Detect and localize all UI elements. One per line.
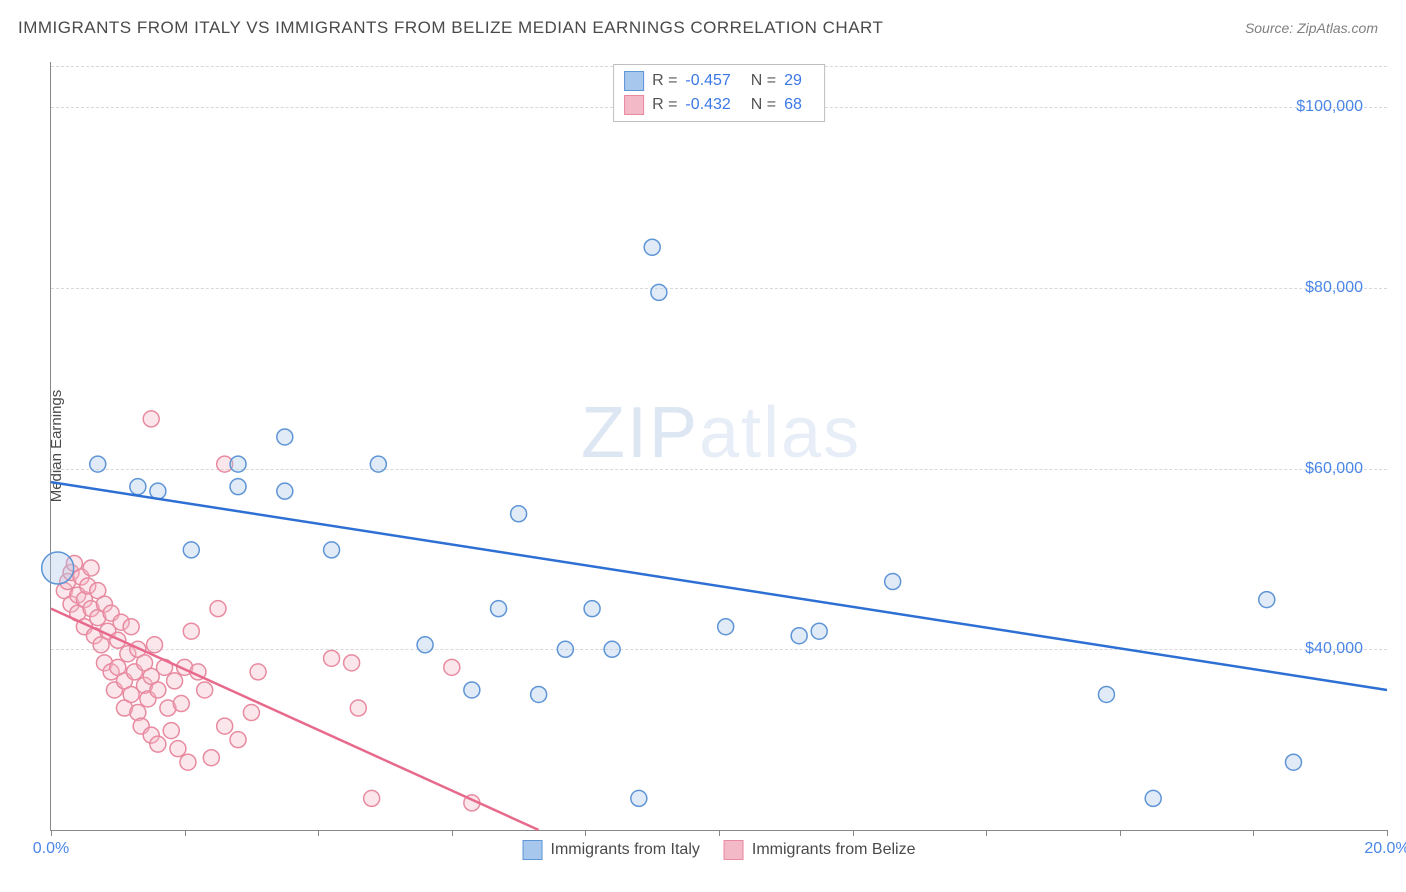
swatch-belize [624, 95, 644, 115]
bottom-legend: Immigrants from Italy Immigrants from Be… [523, 840, 916, 860]
legend-swatch-belize [724, 840, 744, 860]
scatter-plot [51, 62, 1387, 830]
chart-area: ZIPatlas $40,000$60,000$80,000$100,000 0… [50, 62, 1387, 831]
info-row-belize: R = -0.432 N = 68 [624, 93, 814, 117]
r-label: R = [652, 96, 677, 114]
chart-title: IMMIGRANTS FROM ITALY VS IMMIGRANTS FROM… [18, 18, 883, 38]
legend-item-italy: Immigrants from Italy [523, 840, 700, 860]
legend-label-belize: Immigrants from Belize [752, 841, 916, 859]
n-label: N = [751, 72, 776, 90]
r-label: R = [652, 72, 677, 90]
correlation-info-box: R = -0.457 N = 29 R = -0.432 N = 68 [613, 64, 825, 122]
info-row-italy: R = -0.457 N = 29 [624, 69, 814, 93]
swatch-italy [624, 71, 644, 91]
r-value-belize: -0.432 [685, 96, 730, 114]
n-value-belize: 68 [784, 96, 802, 114]
source-label: Source: ZipAtlas.com [1245, 20, 1378, 36]
legend-label-italy: Immigrants from Italy [551, 841, 700, 859]
n-label: N = [751, 96, 776, 114]
legend-swatch-italy [523, 840, 543, 860]
legend-item-belize: Immigrants from Belize [724, 840, 916, 860]
n-value-italy: 29 [784, 72, 802, 90]
r-value-italy: -0.457 [685, 72, 730, 90]
